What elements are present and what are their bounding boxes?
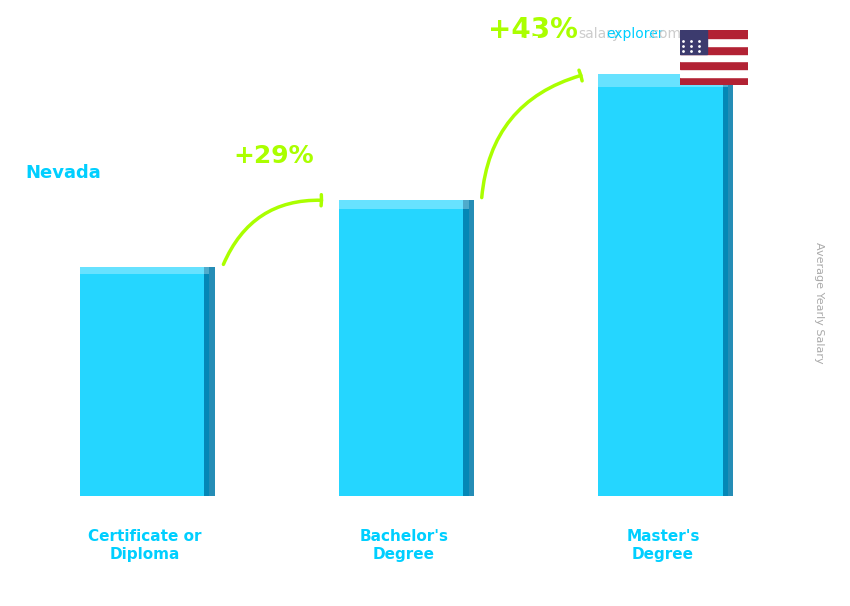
Text: +29%: +29% bbox=[234, 144, 314, 168]
Text: Certificate or
Diploma: Certificate or Diploma bbox=[88, 529, 201, 562]
Bar bbox=[722, 74, 733, 496]
Bar bbox=[80, 267, 209, 274]
Text: 114,000 USD: 114,000 USD bbox=[585, 42, 695, 58]
Text: 79,900 USD: 79,900 USD bbox=[326, 168, 426, 184]
Text: salary: salary bbox=[578, 27, 620, 41]
Text: Average Yearly Salary: Average Yearly Salary bbox=[814, 242, 824, 364]
Text: Nevada: Nevada bbox=[26, 164, 101, 182]
Bar bbox=[598, 74, 728, 496]
Text: Salary Comparison By Education: Salary Comparison By Education bbox=[26, 36, 582, 65]
Text: explorer: explorer bbox=[606, 27, 664, 41]
Text: Master's
Degree: Master's Degree bbox=[626, 529, 700, 562]
Bar bbox=[463, 201, 473, 496]
Bar bbox=[598, 74, 728, 87]
Text: +43%: +43% bbox=[489, 16, 578, 44]
Bar bbox=[339, 201, 468, 496]
Text: Bachelor's
Degree: Bachelor's Degree bbox=[360, 529, 448, 562]
Bar bbox=[204, 267, 214, 496]
Bar bbox=[80, 267, 209, 496]
Text: Information Technology Infrastructure Engine: Information Technology Infrastructure En… bbox=[26, 109, 433, 127]
Text: 61,900 USD: 61,900 USD bbox=[67, 235, 167, 250]
Bar bbox=[339, 201, 468, 209]
Text: .com: .com bbox=[648, 27, 682, 41]
